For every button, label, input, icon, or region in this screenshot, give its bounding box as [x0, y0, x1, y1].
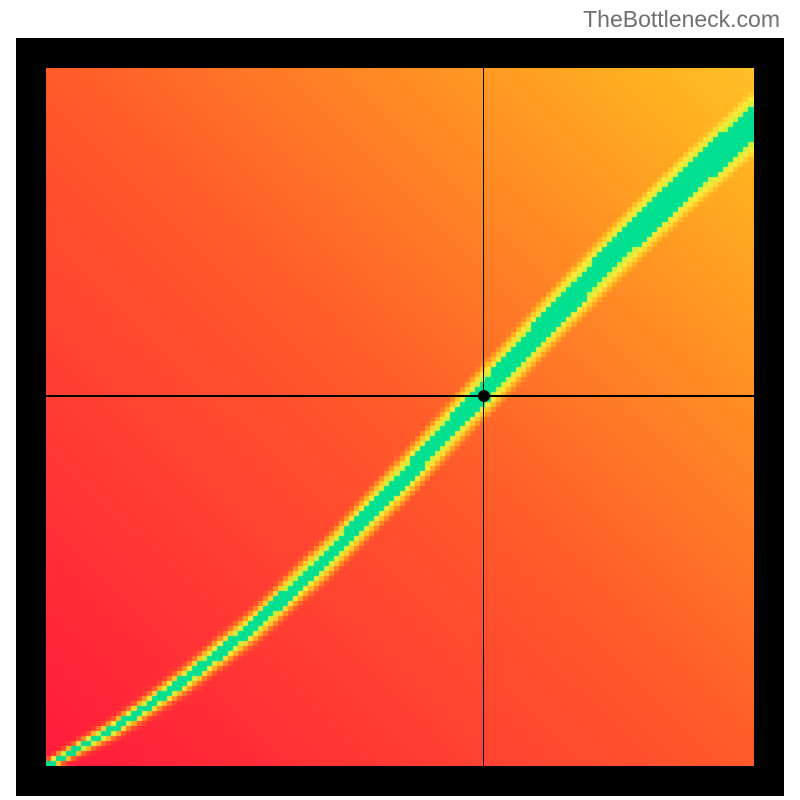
- watermark-text: TheBottleneck.com: [583, 6, 780, 33]
- crosshair-marker[interactable]: [478, 390, 490, 402]
- chart-container: TheBottleneck.com: [0, 0, 800, 800]
- heatmap-canvas: [46, 68, 754, 766]
- heatmap-region: [46, 68, 754, 766]
- crosshair-vertical: [483, 68, 485, 766]
- crosshair-horizontal: [46, 395, 754, 397]
